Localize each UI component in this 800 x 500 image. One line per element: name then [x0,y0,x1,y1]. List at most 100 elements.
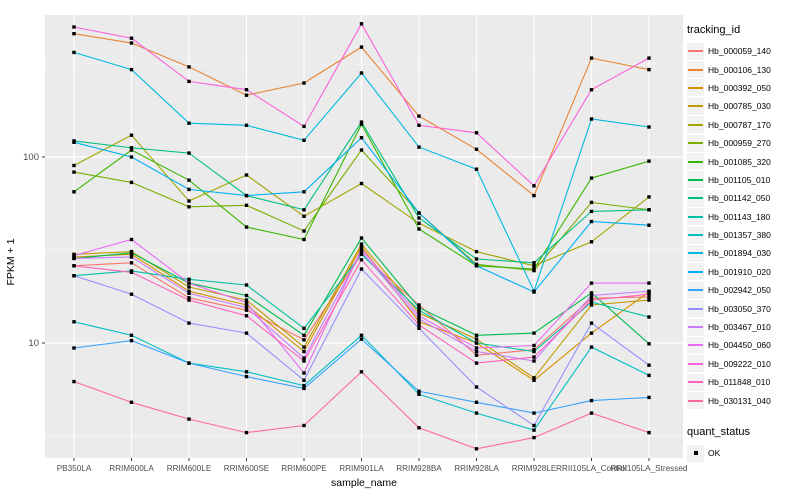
data-point-Hb_000787_170[interactable] [417,221,421,225]
data-point-Hb_001357_380[interactable] [647,373,651,378]
data-point-Hb_000059_140[interactable] [244,308,249,312]
data-point-Hb_000106_130[interactable] [417,114,421,118]
data-point-Hb_000787_170[interactable] [187,199,191,203]
data-point-Hb_011848_010[interactable] [187,298,191,302]
data-point-Hb_000785_030[interactable] [532,376,536,380]
data-point-Hb_001357_380[interactable] [589,345,594,349]
legend-entry-Hb_003467_010[interactable]: Hb_003467_010 [687,318,799,336]
data-point-Hb_001894_030[interactable] [474,167,479,171]
data-point-Hb_001357_380[interactable] [302,383,306,388]
legend-entry-Hb_001143_180[interactable]: Hb_001143_180 [687,208,799,226]
data-point-Hb_000059_140[interactable] [417,303,421,307]
data-point-Hb_011848_010[interactable] [129,270,134,274]
data-point-Hb_001910_020[interactable] [302,190,306,194]
data-point-Hb_001085_320[interactable] [187,178,191,182]
data-point-Hb_001142_050[interactable] [302,208,306,212]
legend-entry-Hb_001085_320[interactable]: Hb_001085_320 [687,152,799,171]
data-point-Hb_002942_050[interactable] [474,400,479,404]
data-point-Hb_009222_010[interactable] [417,123,421,127]
data-point-Hb_011848_010[interactable] [417,323,421,327]
data-point-Hb_000106_130[interactable] [589,56,594,60]
data-point-Hb_003467_010[interactable] [244,305,249,310]
data-point-Hb_009222_010[interactable] [129,36,134,40]
data-point-Hb_000106_130[interactable] [129,41,134,45]
data-point-Hb_000392_050[interactable] [532,378,536,382]
data-point-Hb_000785_030[interactable] [187,285,191,289]
legend-entry-Hb_030131_040[interactable]: Hb_030131_040 [687,391,799,410]
data-point-Hb_001910_020[interactable] [589,219,594,224]
data-point-Hb_001910_020[interactable] [474,264,479,268]
data-point-Hb_000787_170[interactable] [647,195,651,199]
data-point-Hb_002942_050[interactable] [532,411,536,415]
data-point-Hb_002942_050[interactable] [589,398,594,403]
data-point-Hb_001105_010[interactable] [244,293,249,298]
data-point-Hb_011848_010[interactable] [474,361,479,365]
data-point-Hb_000785_030[interactable] [417,311,421,315]
data-point-Hb_030131_040[interactable] [302,423,306,428]
legend-entry-Hb_000106_130[interactable]: Hb_000106_130 [687,60,799,79]
data-point-Hb_001357_380[interactable] [474,411,479,415]
data-point-Hb_004450_060[interactable] [129,237,134,242]
data-point-Hb_004450_060[interactable] [474,346,479,350]
data-point-Hb_003050_370[interactable] [647,363,651,367]
data-point-Hb_001143_180[interactable] [589,300,594,304]
data-point-Hb_000059_140[interactable] [589,296,594,300]
data-point-Hb_003050_370[interactable] [129,292,134,296]
data-point-Hb_003050_370[interactable] [72,274,76,278]
data-point-Hb_001910_020[interactable] [187,187,191,192]
data-point-Hb_009222_010[interactable] [187,79,191,84]
data-point-Hb_003467_010[interactable] [302,356,306,360]
data-point-Hb_003467_010[interactable] [474,349,479,354]
data-point-Hb_001357_380[interactable] [72,320,76,324]
data-point-Hb_000106_130[interactable] [647,67,651,72]
data-point-Hb_030131_040[interactable] [359,370,364,374]
data-point-Hb_003050_370[interactable] [417,326,421,330]
data-point-Hb_001357_380[interactable] [417,392,421,396]
data-point-Hb_001357_380[interactable] [244,370,249,374]
legend-entry-Hb_000392_050[interactable]: Hb_000392_050 [687,79,799,97]
data-point-Hb_004450_060[interactable] [302,371,306,375]
data-point-Hb_030131_040[interactable] [474,447,479,451]
data-point-Hb_001910_020[interactable] [72,140,76,144]
data-point-Hb_009222_010[interactable] [302,124,306,129]
data-point-Hb_011848_010[interactable] [589,298,594,302]
data-point-Hb_004450_060[interactable] [244,300,249,305]
data-point-Hb_001143_180[interactable] [532,349,536,354]
data-point-Hb_004450_060[interactable] [187,281,191,285]
data-point-Hb_001894_030[interactable] [187,121,191,125]
data-point-Hb_000059_140[interactable] [647,295,651,299]
data-point-Hb_001143_180[interactable] [359,252,364,256]
data-point-Hb_003467_010[interactable] [129,255,134,259]
data-point-Hb_001894_030[interactable] [302,138,306,142]
data-point-Hb_000959_270[interactable] [244,203,249,207]
data-point-Hb_003050_370[interactable] [474,385,479,389]
legend-entry-Hb_000959_270[interactable]: Hb_000959_270 [687,134,799,152]
data-point-Hb_001143_180[interactable] [474,341,479,345]
legend-entry-Hb_011848_010[interactable]: Hb_011848_010 [687,373,799,391]
data-point-Hb_004450_060[interactable] [647,281,651,285]
data-point-Hb_001085_320[interactable] [302,237,306,242]
data-point-Hb_000959_270[interactable] [589,200,594,205]
data-point-Hb_009222_010[interactable] [589,88,594,92]
data-point-Hb_003050_370[interactable] [359,267,364,271]
data-point-Hb_000785_030[interactable] [302,345,306,349]
data-point-Hb_002942_050[interactable] [129,338,134,343]
data-point-Hb_004450_060[interactable] [417,314,421,318]
data-point-Hb_001894_030[interactable] [417,145,421,149]
data-point-Hb_000059_140[interactable] [474,353,479,357]
data-point-Hb_000959_270[interactable] [302,229,306,233]
data-point-Hb_000059_140[interactable] [187,296,191,300]
data-point-Hb_001142_050[interactable] [647,208,651,212]
data-point-Hb_003467_010[interactable] [187,291,191,295]
data-point-Hb_030131_040[interactable] [187,417,191,421]
data-point-Hb_001143_180[interactable] [187,277,191,281]
data-point-Hb_001357_380[interactable] [359,333,364,337]
data-point-Hb_000106_130[interactable] [359,45,364,49]
data-point-Hb_000106_130[interactable] [244,93,249,97]
data-point-Hb_000959_270[interactable] [359,148,364,152]
data-point-Hb_000959_270[interactable] [187,205,191,209]
data-point-Hb_011848_010[interactable] [359,258,364,262]
data-point-Hb_003467_010[interactable] [417,317,421,321]
data-point-Hb_001105_010[interactable] [474,333,479,337]
data-point-Hb_001085_320[interactable] [129,148,134,152]
